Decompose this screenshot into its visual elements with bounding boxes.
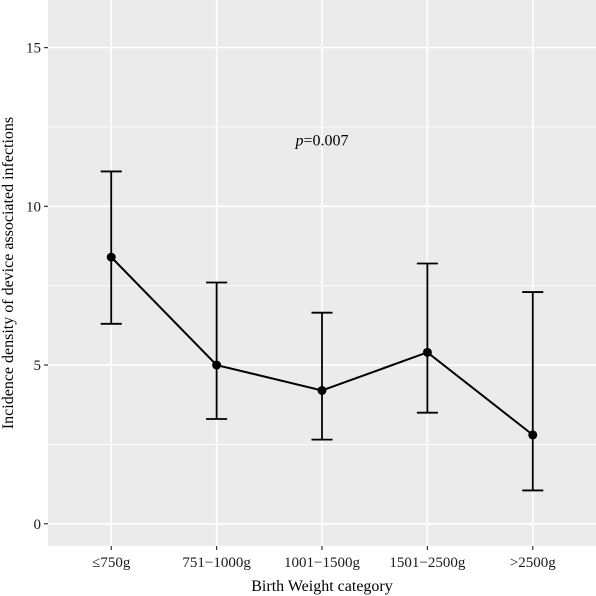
error-bar <box>416 262 438 414</box>
p-value-annotation: p=0.007 <box>294 133 348 150</box>
x-tick-label: ≤750g <box>92 555 131 571</box>
data-point <box>212 360 222 370</box>
x-axis-ticks: ≤750g 751−1000g 1001−1500g 1501−2500g >2500g <box>92 546 556 571</box>
data-point <box>317 385 327 395</box>
error-bars <box>100 170 544 492</box>
error-bar <box>100 170 122 325</box>
y-tick-label: 15 <box>26 41 41 57</box>
p-value-text: =0.007 <box>303 133 348 150</box>
y-tick-label: 0 <box>34 517 42 533</box>
x-tick-label: 1001−1500g <box>284 555 360 571</box>
x-tick-label: 751−1000g <box>182 555 251 571</box>
data-point <box>106 252 116 262</box>
x-axis-title: Birth Weight category <box>251 578 393 595</box>
x-tick-label: >2500g <box>510 555 556 571</box>
y-tick-label: 10 <box>26 199 41 215</box>
x-tick-label: 1501−2500g <box>389 555 465 571</box>
error-bar <box>206 281 228 420</box>
data-point <box>528 430 538 440</box>
data-points <box>106 252 538 440</box>
y-axis-title: Incidence density of device associated i… <box>0 117 17 429</box>
y-tick-label: 5 <box>34 358 42 374</box>
y-axis-ticks: 0 5 10 15 <box>26 41 48 533</box>
error-bar <box>311 311 333 441</box>
data-point <box>422 347 432 357</box>
error-bar <box>522 291 544 492</box>
p-value-symbol: p <box>294 133 303 150</box>
